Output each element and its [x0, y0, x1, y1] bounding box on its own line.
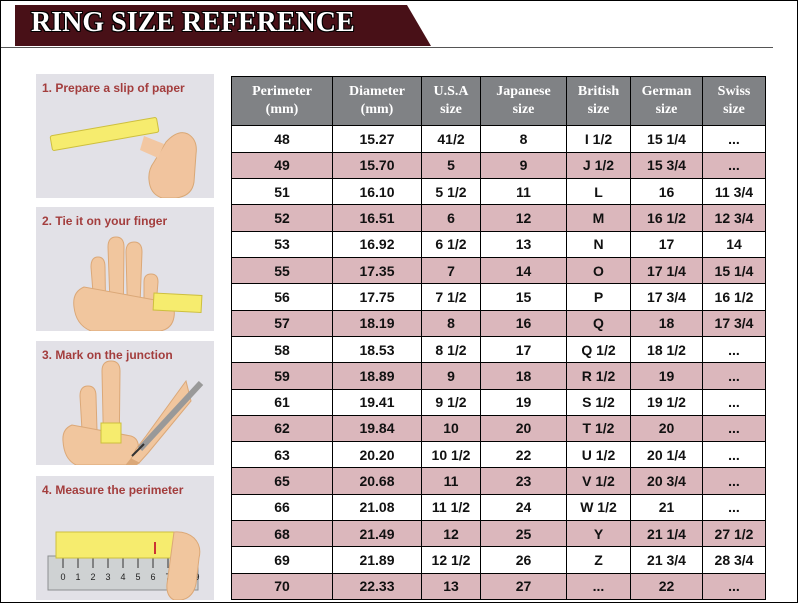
svg-text:4: 4 [120, 572, 125, 582]
svg-text:3: 3 [105, 572, 110, 582]
svg-text:5: 5 [135, 572, 140, 582]
svg-text:1: 1 [75, 572, 80, 582]
svg-text:2: 2 [90, 572, 95, 582]
svg-text:6: 6 [150, 572, 155, 582]
svg-text:0: 0 [60, 572, 65, 582]
